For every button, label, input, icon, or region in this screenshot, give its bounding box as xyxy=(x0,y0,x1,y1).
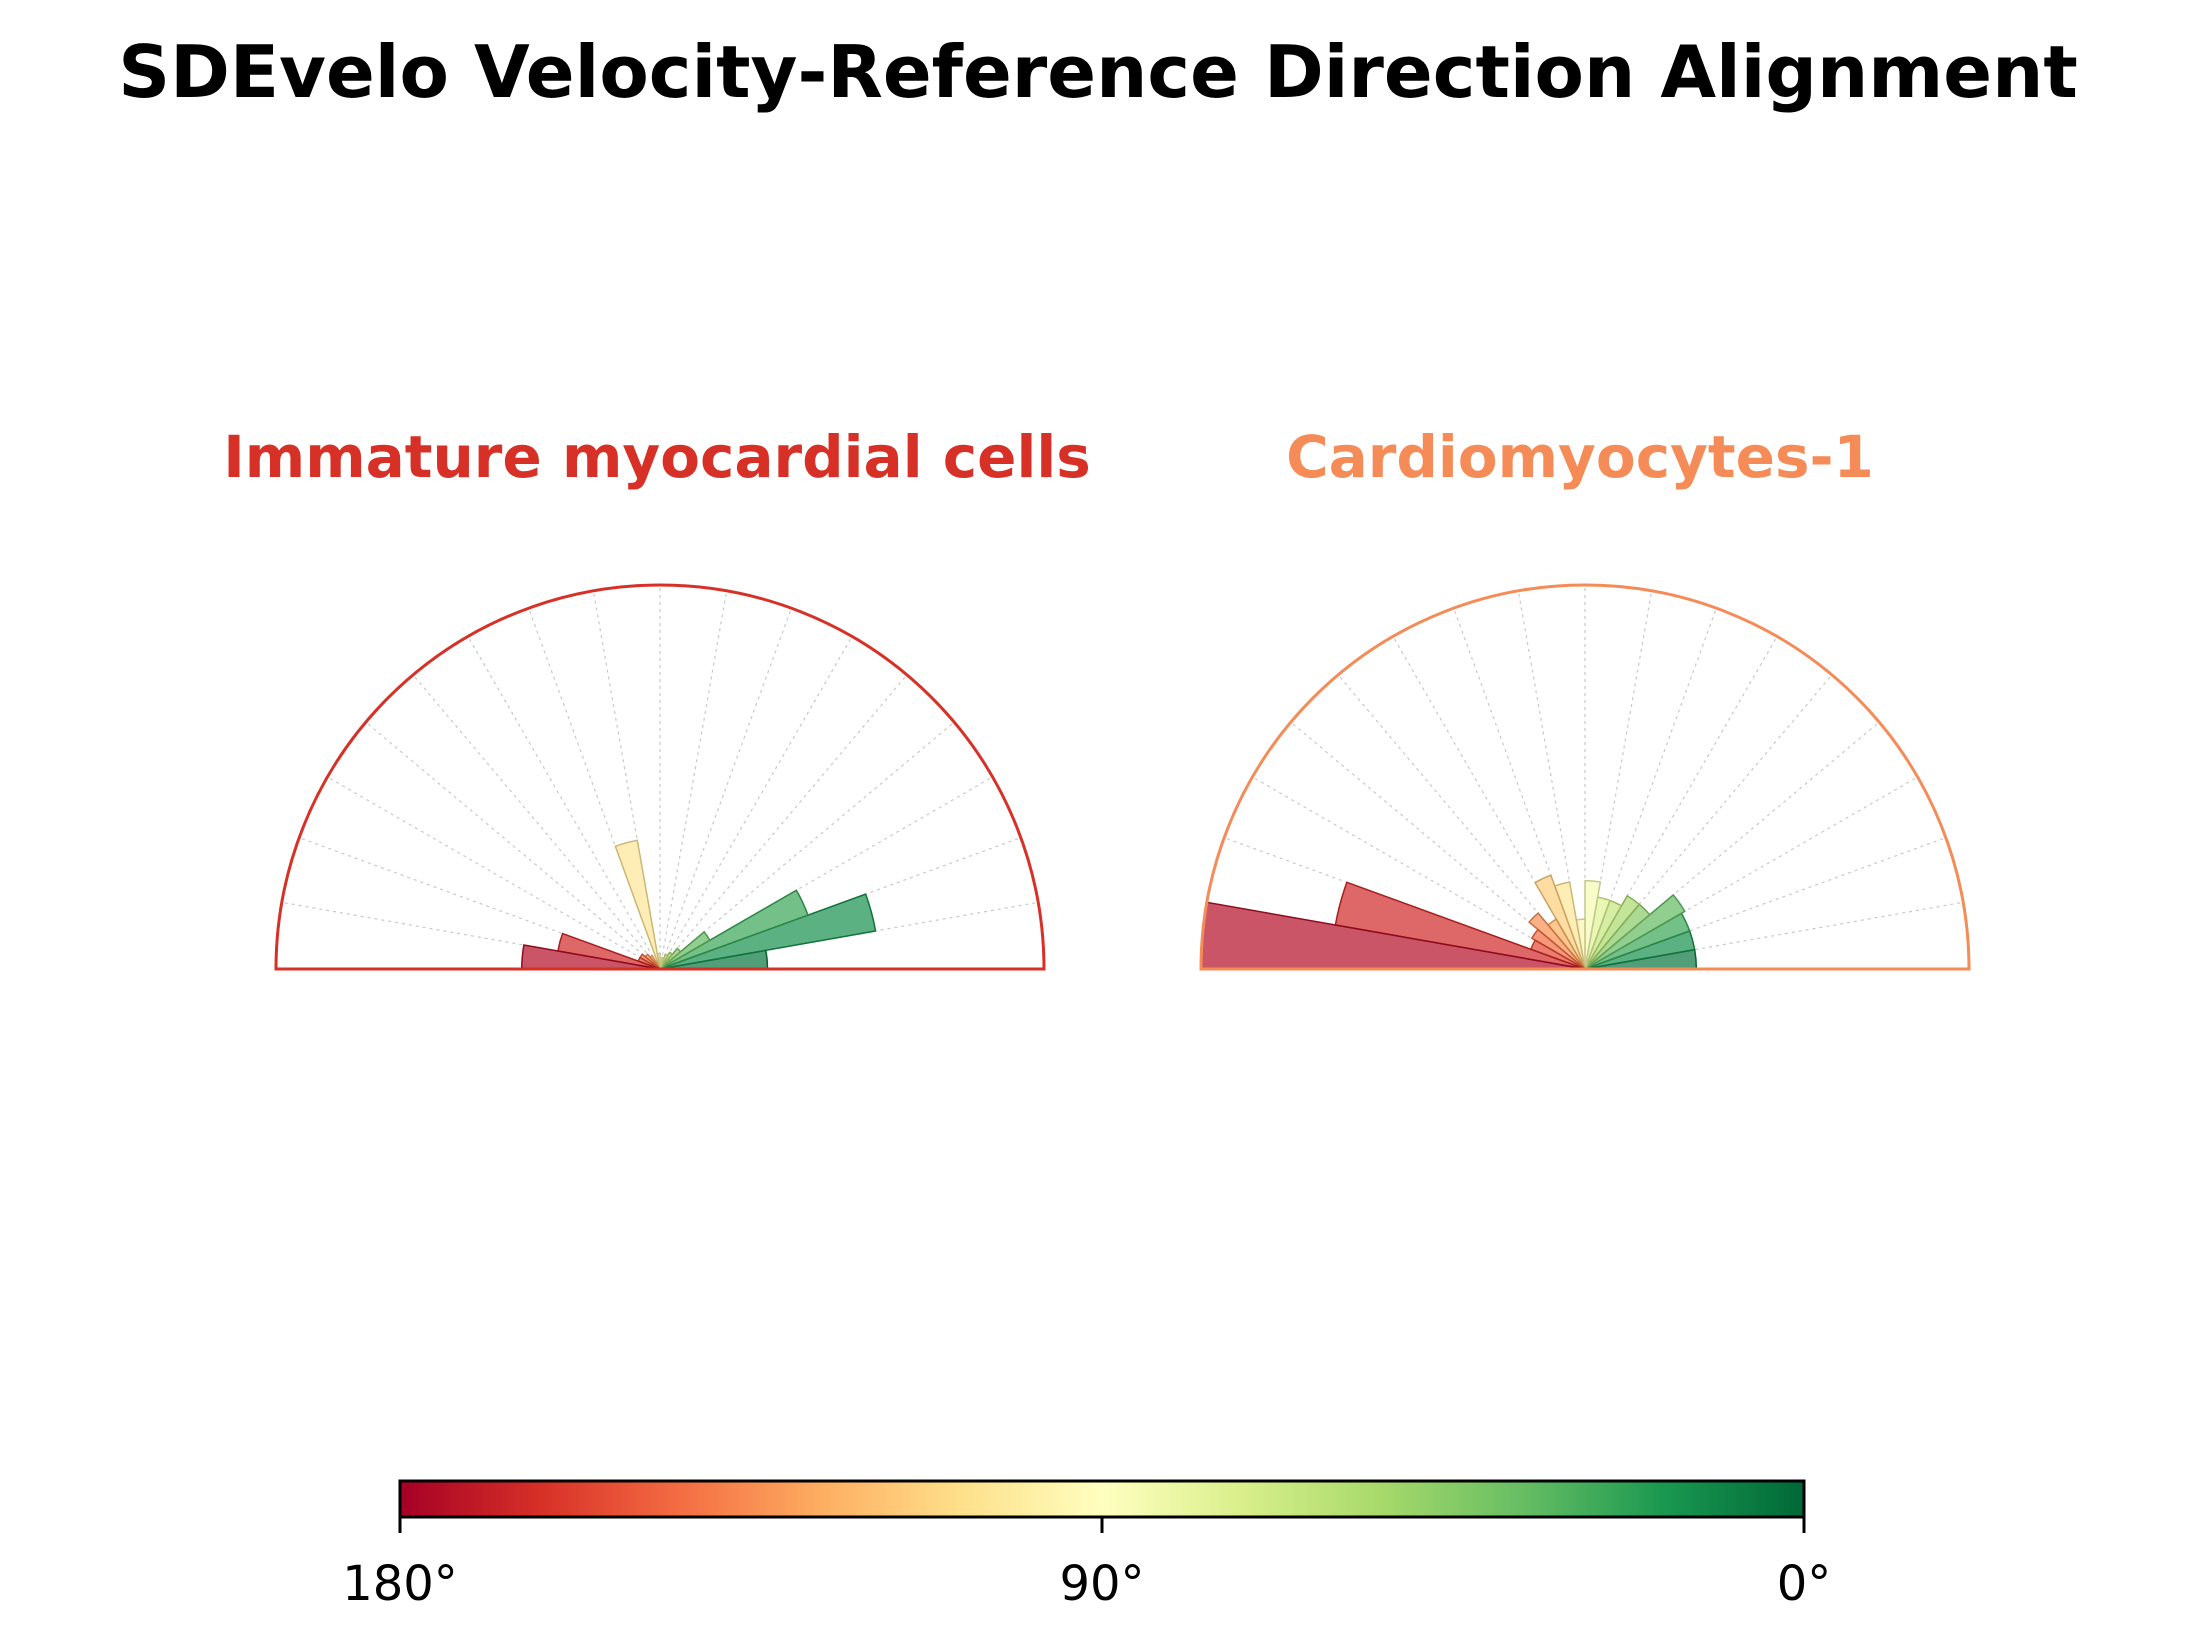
bar-35deg xyxy=(659,930,711,970)
bar-115deg xyxy=(1534,874,1586,970)
colorbar-tick-label-90: 90° xyxy=(1059,1556,1144,1612)
polar-panel-immature-myocardial-cells: Immature myocardial cells xyxy=(223,423,1091,971)
histogram-bars xyxy=(521,839,877,970)
spoke-80 xyxy=(659,590,728,970)
radial-gridlines xyxy=(281,585,1039,970)
bar-105deg xyxy=(614,839,661,970)
spoke-130 xyxy=(412,674,661,970)
bar-35deg xyxy=(1584,893,1686,970)
panel-title-cardiomyocytes-1: Cardiomyocytes-1 xyxy=(1286,423,1874,491)
polar-panel-cardiomyocytes-1: Cardiomyocytes-1 xyxy=(1199,423,1971,971)
bar-15deg xyxy=(659,893,877,970)
spoke-70 xyxy=(659,607,792,970)
bar-55deg xyxy=(1584,894,1641,970)
colorbar-ticks xyxy=(398,1517,1806,1533)
spoke-60 xyxy=(659,636,853,970)
spoke-50 xyxy=(659,674,908,970)
bar-145deg xyxy=(1530,928,1586,970)
colorbar: 180° 90° 0° xyxy=(342,1479,1832,1612)
figure-title: SDEvelo Velocity-Reference Direction Ali… xyxy=(118,30,2078,114)
spoke-150 xyxy=(327,776,661,970)
colorbar-tick-label-180: 180° xyxy=(342,1556,458,1612)
spoke-150 xyxy=(1252,776,1586,970)
colorbar-tick-label-0: 0° xyxy=(1777,1556,1832,1612)
bar-135deg xyxy=(1528,912,1586,970)
polar-frame xyxy=(1199,583,1971,971)
spoke-120 xyxy=(467,636,661,970)
spoke-140 xyxy=(365,721,661,970)
spoke-40 xyxy=(659,721,955,970)
colorbar-gradient xyxy=(398,1479,1806,1519)
panel-title-immature-myocardial-cells: Immature myocardial cells xyxy=(223,423,1091,491)
polar-frame xyxy=(274,583,1046,971)
bar-25deg xyxy=(659,889,809,970)
bar-85deg xyxy=(1584,879,1602,970)
histogram-bars xyxy=(1200,874,1698,970)
